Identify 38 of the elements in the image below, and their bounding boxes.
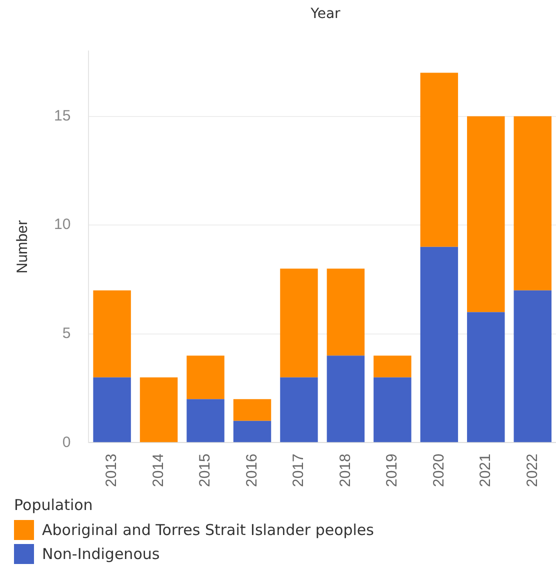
- bar: [280, 377, 318, 442]
- chart-title: Year: [310, 6, 342, 22]
- y-tick-label: 15: [54, 107, 71, 124]
- x-tick-label: 2022: [524, 454, 541, 488]
- bar: [326, 356, 365, 442]
- legend-label: Non-Indigenous: [42, 545, 160, 563]
- bar: [280, 268, 318, 378]
- bar: [326, 268, 365, 356]
- bar: [93, 377, 131, 442]
- legend-label: Aboriginal and Torres Strait Islander peoples: [42, 521, 374, 539]
- x-tick-label: 2016: [243, 454, 260, 488]
- x-tick-label: 2019: [384, 454, 401, 488]
- bar: [93, 290, 131, 378]
- x-tick-label: 2014: [150, 454, 167, 488]
- bar: [420, 72, 458, 247]
- bar: [514, 290, 552, 442]
- bar: [514, 116, 552, 290]
- bar: [420, 246, 458, 442]
- x-tick-label: 2018: [336, 454, 354, 488]
- y-tick-label: 10: [54, 216, 71, 234]
- y-tick-label: 0: [62, 434, 71, 451]
- y-axis-title: Number: [14, 220, 32, 274]
- legend-title: Population: [14, 496, 94, 514]
- x-tick-label: 2020: [430, 454, 448, 488]
- bar: [467, 312, 505, 442]
- x-tick-label: 2021: [477, 454, 494, 488]
- y-tick-label: 5: [62, 324, 71, 342]
- bar: [374, 377, 412, 442]
- bar: [374, 356, 412, 378]
- bar: [140, 377, 178, 442]
- bar: [233, 420, 272, 442]
- bar: [233, 399, 272, 421]
- x-tick-label: 2017: [290, 454, 308, 488]
- bar: [186, 356, 224, 400]
- x-tick-label: 2013: [103, 454, 120, 488]
- x-tick-label: 2015: [196, 454, 214, 488]
- bar: [467, 116, 505, 312]
- bar: [186, 399, 224, 442]
